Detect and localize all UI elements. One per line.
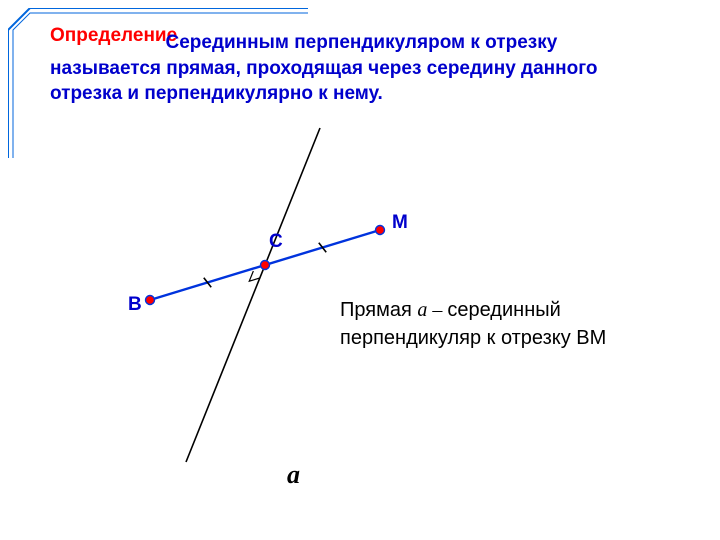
- diagram-caption: Прямая a – серединный перпендикуляр к от…: [340, 296, 640, 352]
- point-label-m: M: [392, 212, 408, 234]
- definition-text: Определен Серединным перпендикуляром к о…: [50, 30, 670, 107]
- point-label-b: B: [128, 294, 142, 316]
- line-a-label: a: [287, 460, 300, 490]
- point-label-c: C: [269, 231, 283, 253]
